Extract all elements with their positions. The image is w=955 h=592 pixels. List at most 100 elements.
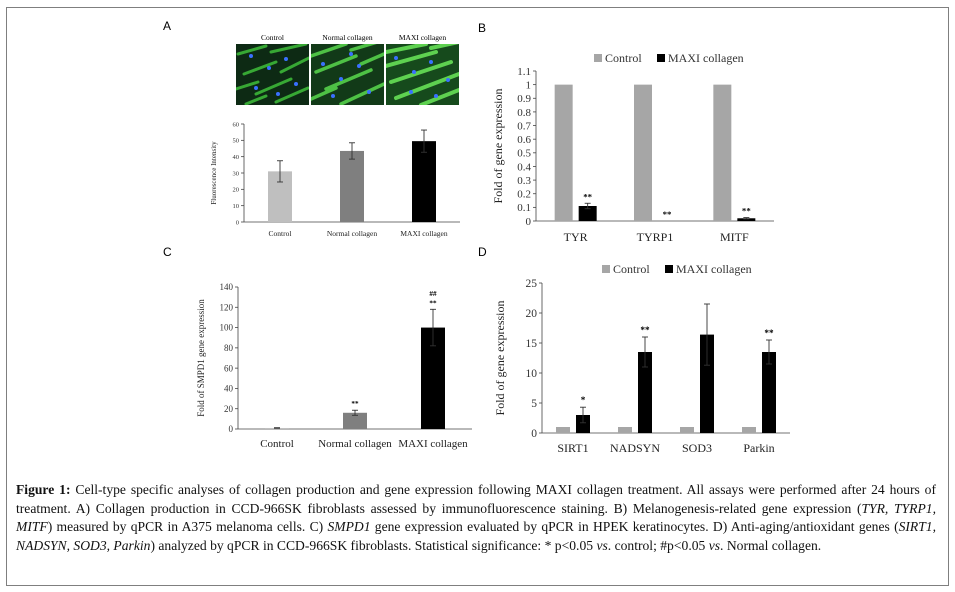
chart-a-y-tick-label: 40 xyxy=(233,154,240,161)
chart-c-category-label: MAXI collagen xyxy=(398,438,468,450)
chart-d-category-label: NADSYN xyxy=(610,441,660,455)
chart-b-category-label: MITF xyxy=(720,230,749,244)
chart-a-category-label: Normal collagen xyxy=(327,229,377,238)
chart-b-legend-swatch xyxy=(594,54,602,62)
micro-label-normal: Normal collagen xyxy=(322,33,373,42)
chart-a-y-tick-label: 10 xyxy=(233,203,240,210)
chart-b-bar xyxy=(634,84,652,221)
chart-a-y-tick-label: 50 xyxy=(233,138,240,145)
chart-d-significance-label: ** xyxy=(764,328,774,338)
chart-d-y-label: Fold of gene expression xyxy=(493,301,507,416)
chart-b-legend-label: MAXI collagen xyxy=(668,51,744,65)
chart-c-y-tick-label: 120 xyxy=(220,302,234,312)
chart-c-category-label: Control xyxy=(260,438,294,450)
chart-d-bar xyxy=(576,415,590,433)
chart-d-bar xyxy=(762,352,776,433)
chart-c-y-tick-label: 40 xyxy=(224,384,234,394)
chart-b-y-tick-label: 0.7 xyxy=(517,120,531,132)
chart-b-y-tick-label: 0.8 xyxy=(517,107,531,119)
chart-d-category-label: SIRT1 xyxy=(557,441,588,455)
chart-b-bar xyxy=(737,218,756,221)
chart-d-category-label: Parkin xyxy=(743,441,774,455)
chart-b-y-tick-label: 0 xyxy=(526,216,532,228)
chart-d-legend-swatch xyxy=(665,265,673,273)
caption-figure-label: Figure 1: xyxy=(16,482,71,497)
chart-c-y-tick-label: 140 xyxy=(220,282,234,292)
figure-caption: Figure 1: Cell-type specific analyses of… xyxy=(16,481,936,555)
chart-d-y-tick-label: 5 xyxy=(531,398,537,410)
chart-a-category-label: Control xyxy=(269,229,292,238)
chart-b-y-tick-label: 1.1 xyxy=(517,66,531,78)
chart-d-legend-label: MAXI collagen xyxy=(676,262,752,276)
micrograph-maxi xyxy=(386,44,459,105)
chart-c-significance-label: ** xyxy=(351,400,359,408)
chart-a-y-tick-label: 30 xyxy=(233,170,240,177)
micro-label-maxi: MAXI collagen xyxy=(398,33,447,42)
chart-d-category-label: SOD3 xyxy=(682,441,712,455)
caption-text-3: gene expression evaluated by qPCR in HPE… xyxy=(370,519,899,535)
chart-b-bar xyxy=(713,84,732,221)
chart-d-bar xyxy=(618,427,632,433)
chart-a: 0 10 20 30 40 50 60 Fluorescence Intensity Contr… xyxy=(210,121,460,238)
chart-b-legend-label: Control xyxy=(605,51,642,65)
chart-b-significance-label: ** xyxy=(742,206,751,216)
chart-b-y-tick-label: 0.4 xyxy=(517,161,531,173)
chart-d-bar xyxy=(556,427,570,433)
caption-genes-b: TYR, TYRP1, MITF xyxy=(16,500,936,535)
chart-b-y-tick-label: 0.5 xyxy=(517,148,531,160)
micrograph-maxi-image xyxy=(386,44,459,105)
chart-d-bar xyxy=(638,352,652,433)
caption-vs-2: vs xyxy=(708,537,721,553)
chart-c-y-tick-label: 60 xyxy=(224,363,234,373)
chart-c: 0 20 40 60 80 100 120 140 Fold of SMPD1 gene exp… xyxy=(196,282,472,450)
chart-a-y-tick-label: 0 xyxy=(236,219,239,226)
chart-b-y-tick-label: 0.2 xyxy=(517,189,531,201)
chart-c-significance-label: ** xyxy=(429,299,437,307)
chart-a-y-tick-label: 20 xyxy=(233,187,240,194)
chart-a-y-label: Fluorescence Intensity xyxy=(210,141,218,205)
chart-d-significance-label: ** xyxy=(640,325,650,335)
chart-b-y-tick-label: 0.3 xyxy=(517,175,531,187)
chart-c-y-tick-label: 80 xyxy=(224,343,234,353)
micrograph-normal xyxy=(311,44,384,105)
chart-b-y-tick-label: 1 xyxy=(526,79,532,91)
chart-b-significance-label: ** xyxy=(583,191,592,201)
figure-frame xyxy=(6,7,949,586)
chart-b-significance-label: ** xyxy=(663,209,672,219)
micrograph-control-image xyxy=(236,44,309,105)
chart-b-bar xyxy=(578,206,597,221)
chart-d-significance-label: * xyxy=(581,395,586,405)
chart-b-y-tick-label: 0.6 xyxy=(517,134,531,146)
chart-b-legend-swatch xyxy=(657,54,665,62)
caption-text-2: ) measured by qPCR in A375 melanoma cell… xyxy=(47,519,328,535)
caption-vs-1: vs xyxy=(596,537,608,553)
chart-c-significance-label: ## xyxy=(429,290,437,298)
panel-letter-c: C xyxy=(163,245,172,259)
micrograph-control xyxy=(236,44,309,105)
chart-d-y-tick-label: 0 xyxy=(531,428,537,440)
chart-d-legend-swatch xyxy=(602,265,610,273)
chart-b-bar xyxy=(554,84,573,221)
chart-a-y-tick-label: 60 xyxy=(233,121,240,128)
chart-b-y-tick-label: 0.1 xyxy=(517,202,531,214)
chart-d-bar xyxy=(680,427,694,433)
chart-d-y-tick-label: 20 xyxy=(526,308,538,320)
chart-b-category-label: TYRP1 xyxy=(637,230,674,244)
micro-label-control: Control xyxy=(261,33,284,42)
chart-b-y-tick-label: 0.9 xyxy=(517,93,531,105)
chart-d: 0 5 10 15 20 25 Fold of gene expression SIRT1 * N… xyxy=(493,262,790,455)
chart-c-y-tick-label: 20 xyxy=(224,404,234,414)
chart-d-bar xyxy=(700,334,714,433)
chart-c-y-label: Fold of SMPD1 gene expression xyxy=(196,299,206,417)
caption-text-1: Cell-type specific analyses of collagen … xyxy=(16,482,937,516)
chart-b-category-label: TYR xyxy=(564,230,588,244)
caption-text-4: ) analyzed by qPCR in CCD-966SK fibrobla… xyxy=(150,537,597,553)
panel-letter-b: B xyxy=(478,21,487,35)
chart-d-y-tick-label: 10 xyxy=(526,368,538,380)
chart-a-bar xyxy=(340,150,364,222)
panel-letter-a: A xyxy=(163,19,172,33)
chart-c-bar xyxy=(343,412,367,429)
chart-a-bar xyxy=(412,141,436,222)
chart-c-category-label: Normal collagen xyxy=(318,438,392,450)
chart-a-category-label: MAXI collagen xyxy=(400,229,448,238)
